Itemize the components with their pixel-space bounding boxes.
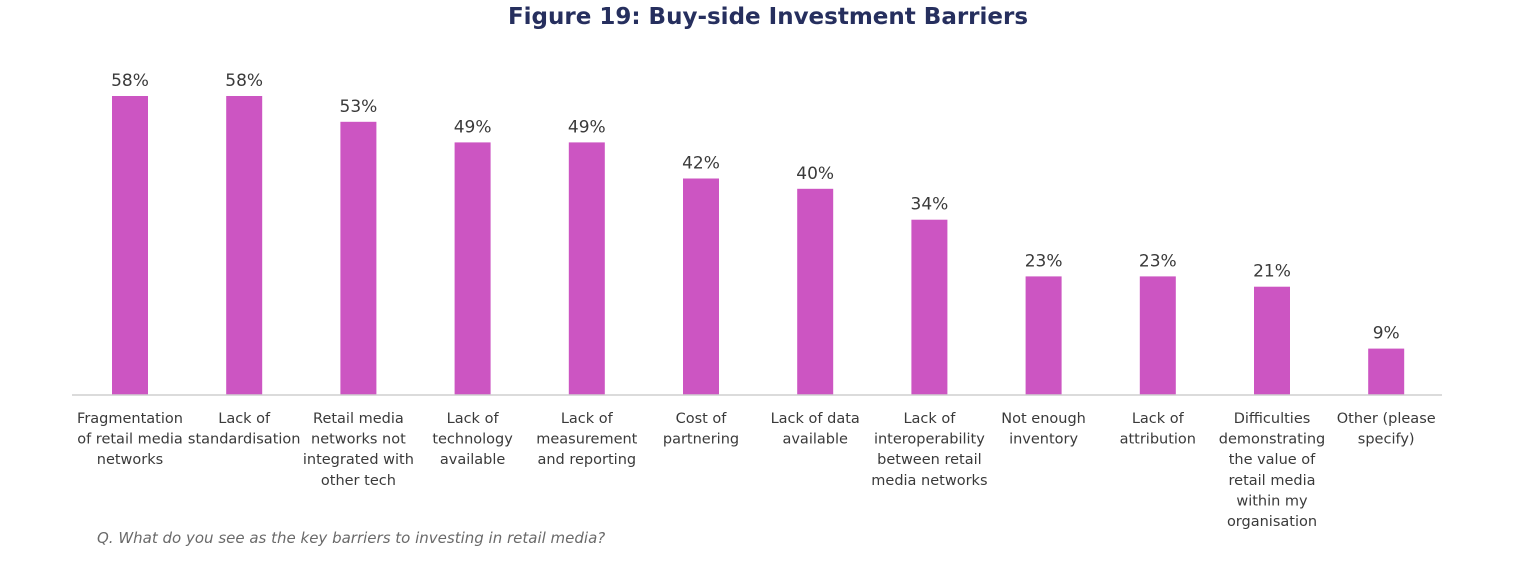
value-label-12: 9% xyxy=(1373,324,1400,344)
category-label-2: Lack of standardisation xyxy=(188,411,301,448)
bar-1 xyxy=(112,96,148,395)
category-label-12: Other (please specify) xyxy=(1337,411,1436,448)
value-label-8: 34% xyxy=(911,195,949,215)
value-label-6: 42% xyxy=(682,154,720,174)
bar-4 xyxy=(454,142,491,395)
bar-7 xyxy=(797,188,834,395)
category-label-9: Not enough inventory xyxy=(1001,411,1086,448)
category-label-3: Retail media networks not integrated with o… xyxy=(303,411,414,489)
bar-12 xyxy=(1368,348,1405,395)
category-label-1: Fragmentation of retail media networks xyxy=(77,411,183,468)
bar-8 xyxy=(911,219,948,395)
survey-question: Q. What do you see as the key barriers t… xyxy=(97,529,606,547)
value-label-9: 23% xyxy=(1025,251,1063,271)
category-label-4: Lack of technology available xyxy=(432,411,513,468)
category-label-5: Lack of measurement and reporting xyxy=(536,411,637,468)
labels-layer: 58% Fragmentation of retail media networks 5… xyxy=(77,71,1436,530)
bar-3 xyxy=(340,121,377,396)
bar-5 xyxy=(568,142,605,395)
bar-9 xyxy=(1025,276,1062,395)
bar-6 xyxy=(683,178,719,395)
category-label-10: Lack of attribution xyxy=(1120,411,1196,448)
value-label-10: 23% xyxy=(1139,251,1177,271)
value-label-3: 53% xyxy=(340,97,378,117)
value-label-1: 58% xyxy=(111,71,149,91)
category-label-6: Cost of partnering xyxy=(663,411,739,448)
value-label-7: 40% xyxy=(796,164,834,184)
value-label-5: 49% xyxy=(568,117,606,137)
bars-layer xyxy=(112,96,1405,396)
bar-10 xyxy=(1139,276,1176,395)
category-label-8: Lack of interoperability between retail med… xyxy=(871,411,987,489)
value-label-4: 49% xyxy=(454,117,492,137)
category-label-7: Lack of data available xyxy=(771,411,860,448)
value-label-2: 58% xyxy=(225,71,263,91)
bar-11 xyxy=(1254,286,1290,395)
bar-2 xyxy=(226,96,263,395)
chart-title: Figure 19: Buy-side Investment Barriers xyxy=(507,4,1029,30)
category-label-11: Difficulties demonstrating the value of ret… xyxy=(1219,411,1326,530)
value-label-11: 21% xyxy=(1253,262,1291,282)
